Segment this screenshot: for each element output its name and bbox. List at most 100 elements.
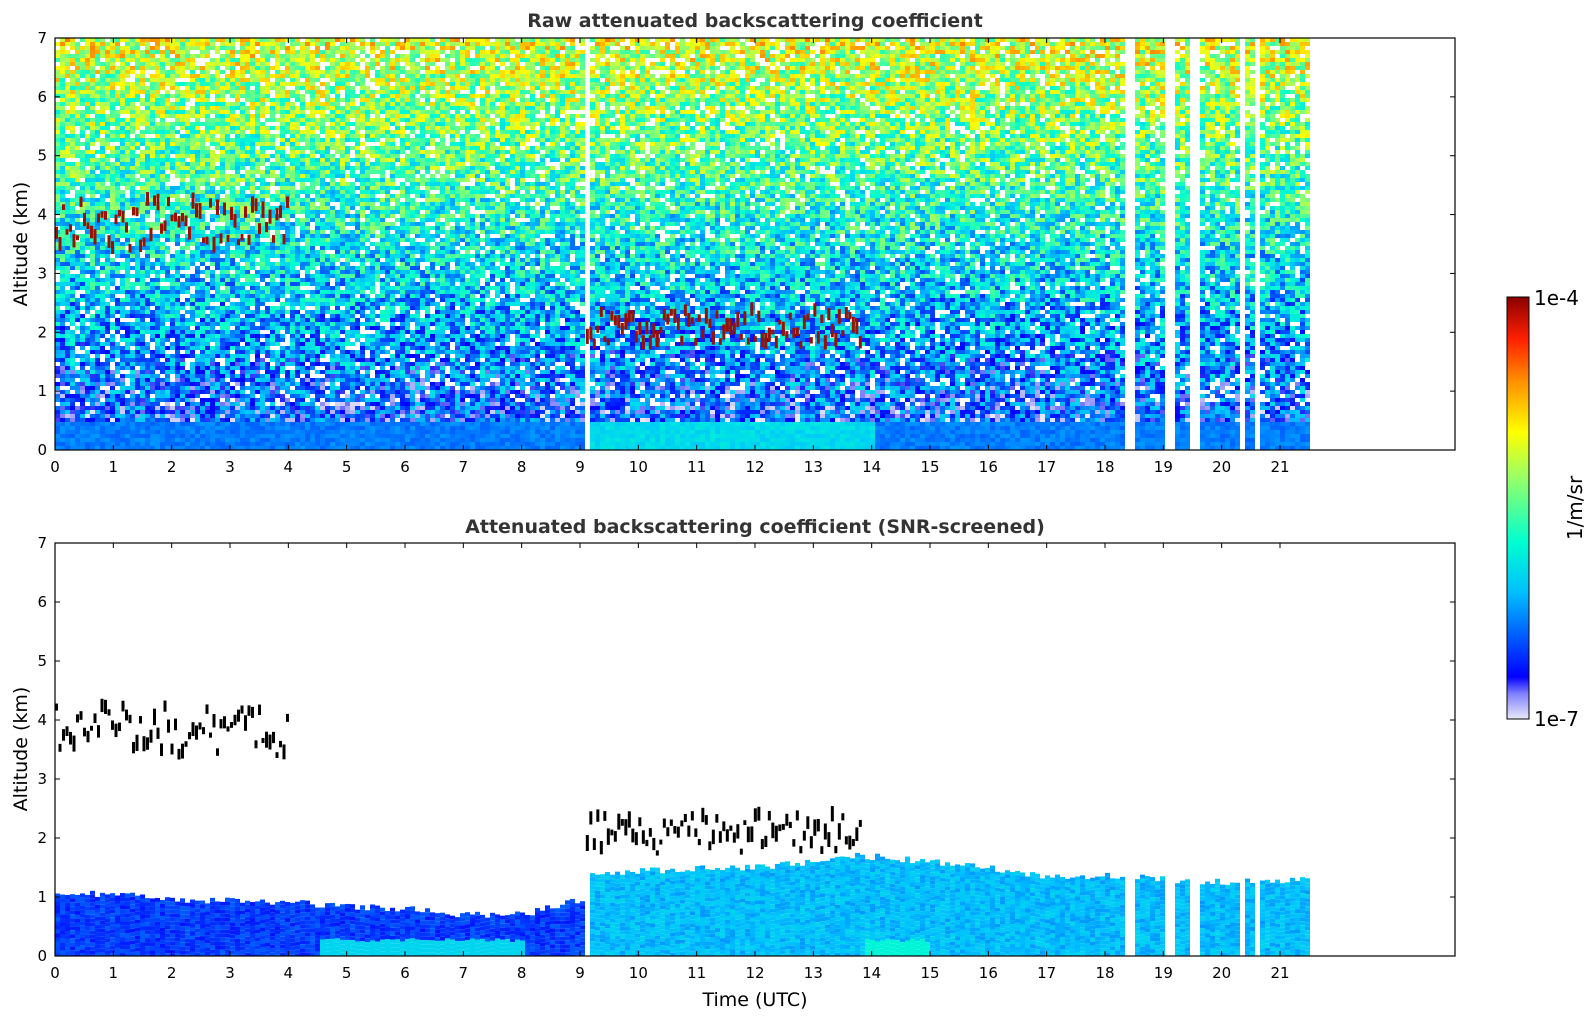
heatmap-cell [70, 298, 75, 302]
heatmap-cell [170, 190, 175, 194]
heatmap-cell [205, 42, 210, 46]
heatmap-cell [170, 298, 175, 302]
heatmap-cell [65, 166, 70, 170]
heatmap-cell [100, 342, 105, 346]
heatmap-cell [320, 146, 325, 150]
heatmap-cell [285, 98, 290, 102]
heatmap-cell [245, 350, 250, 354]
heatmap-cell [60, 330, 65, 334]
heatmap-cell [155, 410, 160, 414]
heatmap-cell [145, 246, 150, 250]
heatmap-cell [215, 86, 220, 90]
heatmap-cell [180, 362, 185, 366]
heatmap-cell [135, 134, 140, 138]
heatmap-cell [165, 74, 170, 78]
heatmap-cell [120, 250, 125, 254]
heatmap-cell [290, 226, 295, 230]
heatmap-cell [105, 134, 110, 138]
heatmap-cell [265, 414, 270, 418]
heatmap-cell [225, 86, 230, 90]
heatmap-cell [200, 258, 205, 262]
heatmap-cell [230, 346, 235, 350]
heatmap-cell [100, 74, 105, 78]
heatmap-cell [235, 366, 240, 370]
heatmap-cell [90, 270, 95, 274]
heatmap-cell [155, 322, 160, 326]
heatmap-cell [70, 86, 75, 90]
heatmap-cell [75, 398, 80, 402]
heatmap-cell [85, 382, 90, 386]
heatmap-cell [130, 226, 135, 230]
heatmap-cell [175, 354, 180, 358]
heatmap-cell [100, 422, 105, 426]
heatmap-cell [185, 442, 190, 446]
heatmap-cell [80, 318, 85, 322]
heatmap-cell [85, 110, 90, 114]
heatmap-cell [285, 258, 290, 262]
heatmap-cell [270, 174, 275, 178]
heatmap-cell [185, 398, 190, 402]
heatmap-cell [250, 78, 255, 82]
heatmap-cell [200, 82, 205, 86]
heatmap-cell [100, 182, 105, 186]
heatmap-cell [120, 350, 125, 354]
heatmap-cell [305, 434, 310, 438]
heatmap-cell [175, 206, 180, 210]
heatmap-cell [320, 346, 325, 350]
heatmap-cell [280, 186, 285, 190]
heatmap-cell [200, 290, 205, 294]
heatmap-cell [305, 114, 310, 118]
heatmap-cell [295, 402, 300, 406]
heatmap-cell [145, 118, 150, 122]
heatmap-cell [240, 162, 245, 166]
heatmap-cell [150, 138, 155, 142]
heatmap-cell [170, 170, 175, 174]
heatmap-cell [320, 38, 325, 42]
heatmap-cell [145, 442, 150, 446]
heatmap-cell [130, 246, 135, 250]
heatmap-cell [245, 138, 250, 142]
heatmap-cell [160, 318, 165, 322]
heatmap-cell [260, 234, 265, 238]
heatmap-cell [120, 406, 125, 410]
heatmap-cell [305, 242, 310, 246]
heatmap-cell [140, 114, 145, 118]
heatmap-cell [310, 118, 315, 122]
heatmap-cell [180, 382, 185, 386]
heatmap-cell [305, 338, 310, 342]
heatmap-cell [220, 282, 225, 286]
heatmap-cell [270, 114, 275, 118]
heatmap-cell [210, 150, 215, 154]
heatmap-cell [305, 170, 310, 174]
heatmap-cell [95, 210, 100, 214]
heatmap-cell [170, 438, 175, 442]
heatmap-cell [320, 286, 325, 290]
heatmap-cell [70, 122, 75, 126]
heatmap-cell [240, 186, 245, 190]
heatmap-cell [255, 58, 260, 62]
heatmap-cell [175, 202, 180, 206]
heatmap-cell [270, 354, 275, 358]
heatmap-cell [60, 222, 65, 226]
heatmap-cell [230, 274, 235, 278]
heatmap-cell [175, 146, 180, 150]
heatmap-cell [315, 446, 320, 450]
heatmap-cell [200, 50, 205, 54]
heatmap-cell [135, 354, 140, 358]
heatmap-cell [185, 422, 190, 426]
heatmap-cell [205, 402, 210, 406]
heatmap-cell [270, 254, 275, 258]
heatmap-cell [305, 154, 310, 158]
heatmap-cell [235, 290, 240, 294]
heatmap-cell [225, 194, 230, 198]
heatmap-cell [115, 138, 120, 142]
heatmap-cell [290, 274, 295, 278]
heatmap-cell [180, 46, 185, 50]
heatmap-cell [95, 366, 100, 370]
heatmap-cell [115, 170, 120, 174]
heatmap-cell [140, 314, 145, 318]
heatmap-cell [215, 242, 220, 246]
heatmap-cell [200, 158, 205, 162]
heatmap-cell [120, 282, 125, 286]
heatmap-cell [80, 134, 85, 138]
